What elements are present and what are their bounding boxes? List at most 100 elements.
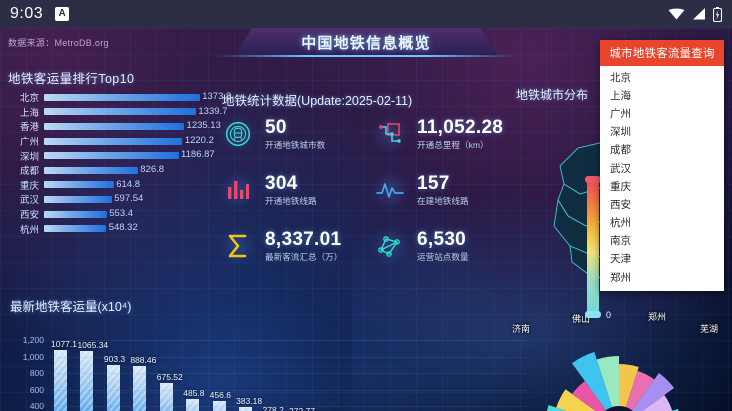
city-dropdown-header[interactable]: 城市地铁客流量查询 (600, 40, 724, 66)
city-query-dropdown[interactable]: 城市地铁客流量查询 北京上海广州深圳成都武汉重庆西安杭州南京天津郑州 (600, 40, 724, 292)
android-status-bar: 9:03 A (0, 0, 732, 28)
barchart-value-label: 225.58 (315, 409, 341, 411)
barchart-bar[interactable] (212, 401, 226, 411)
legend-cap-top (585, 176, 601, 183)
rank-panel-title: 地铁客运量排行Top10 (8, 72, 135, 86)
rank-value-label: 548.32 (108, 222, 138, 234)
rank-bar (44, 195, 112, 203)
barchart-bar[interactable] (159, 383, 173, 411)
barchart-gridline (50, 389, 526, 391)
page-title: 中国地铁信息概览 (301, 34, 431, 52)
legend-cap-bottom (585, 311, 601, 318)
rank-row[interactable]: 武汉 597.54 (6, 192, 214, 207)
rank-bar-track: 1220.2 (44, 134, 214, 149)
barchart-bar[interactable] (54, 350, 67, 411)
rose-slice[interactable] (619, 395, 673, 411)
rank-row[interactable]: 北京 1373.8 (6, 90, 231, 105)
barchart-value-label: 272.77 (289, 405, 315, 411)
rose-slice[interactable] (619, 370, 655, 411)
stat-card[interactable]: 6,530 运营站点数量 (370, 226, 469, 266)
barchart-bar[interactable] (106, 364, 120, 411)
stat-value: 8,337.01 (265, 228, 342, 250)
data-source-label: 数据来源：MetroDB.org (8, 38, 109, 48)
rose-slice-label: 济南 (512, 324, 531, 334)
rank-row[interactable]: 杭州 548.32 (6, 221, 214, 236)
rose-slice[interactable] (619, 364, 639, 411)
rank-city-label: 成都 (19, 166, 39, 178)
stat-card[interactable]: 304 开通地铁线路 (218, 170, 317, 210)
battery-charging-icon (713, 6, 722, 22)
rose-slice[interactable] (596, 356, 619, 411)
city-list-item[interactable]: 广州 (610, 107, 631, 120)
city-list-item[interactable]: 北京 (610, 71, 631, 84)
barchart-bar[interactable] (239, 407, 253, 411)
rose-slice[interactable] (619, 372, 675, 411)
rank-bar (44, 122, 184, 130)
rank-row[interactable]: 深圳 1186.87 (6, 148, 215, 163)
rank-row[interactable]: 重庆 614.8 (6, 178, 214, 193)
city-list-item[interactable]: 天津 (610, 253, 631, 266)
rose-slice[interactable] (545, 405, 619, 411)
barchart-title: 最新地铁客运量(x10⁴) (10, 300, 132, 314)
barchart-gridline (50, 356, 526, 358)
rank-bar-track: 1186.87 (44, 148, 215, 163)
rank-city-label: 北京 (19, 93, 39, 105)
city-list-item[interactable]: 西安 (610, 198, 631, 211)
wifi-icon (668, 8, 685, 20)
rose-slice[interactable] (572, 381, 619, 411)
city-list-item[interactable]: 郑州 (610, 271, 631, 284)
rank-bar-track: 1373.8 (44, 90, 231, 105)
city-list-item[interactable]: 深圳 (610, 126, 631, 139)
city-list-item[interactable]: 杭州 (610, 217, 631, 230)
rank-row[interactable]: 广州 1220.2 (6, 134, 214, 149)
rank-row[interactable]: 上海 1339.7 (6, 105, 227, 120)
stat-card[interactable]: 157 在建地铁线路 (370, 170, 469, 210)
rank-value-label: 597.54 (114, 193, 144, 205)
rank-bar-track: 553.4 (44, 207, 214, 222)
barchart-value-label: 278.2 (262, 405, 284, 411)
city-dropdown-list[interactable]: 北京上海广州深圳成都武汉重庆西安杭州南京天津郑州 (600, 66, 724, 291)
rose-slice[interactable] (556, 389, 619, 411)
stat-text: 11,052.28 开通总里程（km） (417, 116, 504, 151)
rank-city-label: 广州 (19, 137, 39, 149)
barchart-value-label: 1065.34 (77, 340, 109, 351)
stat-card[interactable]: 11,052.28 开通总里程（km） (370, 114, 503, 154)
stat-value: 6,530 (417, 228, 467, 250)
city-list-item[interactable]: 上海 (610, 89, 631, 102)
barchart-value-label: 485.8 (183, 388, 205, 398)
legend-gradient-bar (587, 180, 599, 314)
city-list-item[interactable]: 南京 (610, 235, 631, 248)
rank-city-label: 深圳 (19, 151, 39, 163)
rank-city-label: 香港 (19, 122, 39, 134)
stat-card[interactable]: 8,337.01 最新客流汇总（万） (218, 226, 342, 266)
rank-bar-track: 614.8 (44, 178, 214, 193)
stat-text: 50 开通地铁城市数 (265, 117, 325, 151)
city-list-item[interactable]: 重庆 (610, 180, 631, 193)
rank-city-label: 杭州 (19, 224, 39, 236)
rank-bar (44, 166, 138, 174)
rank-city-label: 上海 (19, 107, 39, 119)
rank-row[interactable]: 成都 826.8 (6, 163, 214, 178)
stats-panel-title: 地铁统计数据(Update:2025-02-11) (222, 94, 413, 108)
rank-row[interactable]: 西安 553.4 (6, 207, 214, 222)
city-list-item[interactable]: 武汉 (610, 162, 631, 175)
route-map-icon (370, 114, 410, 154)
stat-value: 11,052.28 (417, 116, 504, 138)
rank-bar-track: 826.8 (44, 163, 214, 178)
rank-value-label: 553.4 (109, 207, 134, 219)
rose-chart-svg[interactable] (506, 310, 732, 411)
rank-bar-track: 1235.13 (44, 119, 221, 134)
barchart-y-tick: 800 (29, 368, 44, 379)
barchart-bar[interactable] (133, 365, 147, 411)
rank-row[interactable]: 香港 1235.13 (6, 119, 221, 134)
barchart-bar[interactable] (80, 351, 94, 411)
stat-card[interactable]: 50 开通地铁城市数 (218, 114, 325, 154)
barchart-bar[interactable] (186, 399, 200, 411)
city-list-item[interactable]: 成都 (610, 144, 631, 157)
rose-chart[interactable]: 济南 佛山 郑州 芜湖 (506, 310, 732, 411)
stat-value: 157 (417, 172, 450, 194)
rose-slice[interactable] (571, 351, 619, 411)
rose-slice-label: 郑州 (648, 312, 667, 322)
rose-slice[interactable] (619, 408, 681, 411)
rank-bar (44, 108, 196, 116)
